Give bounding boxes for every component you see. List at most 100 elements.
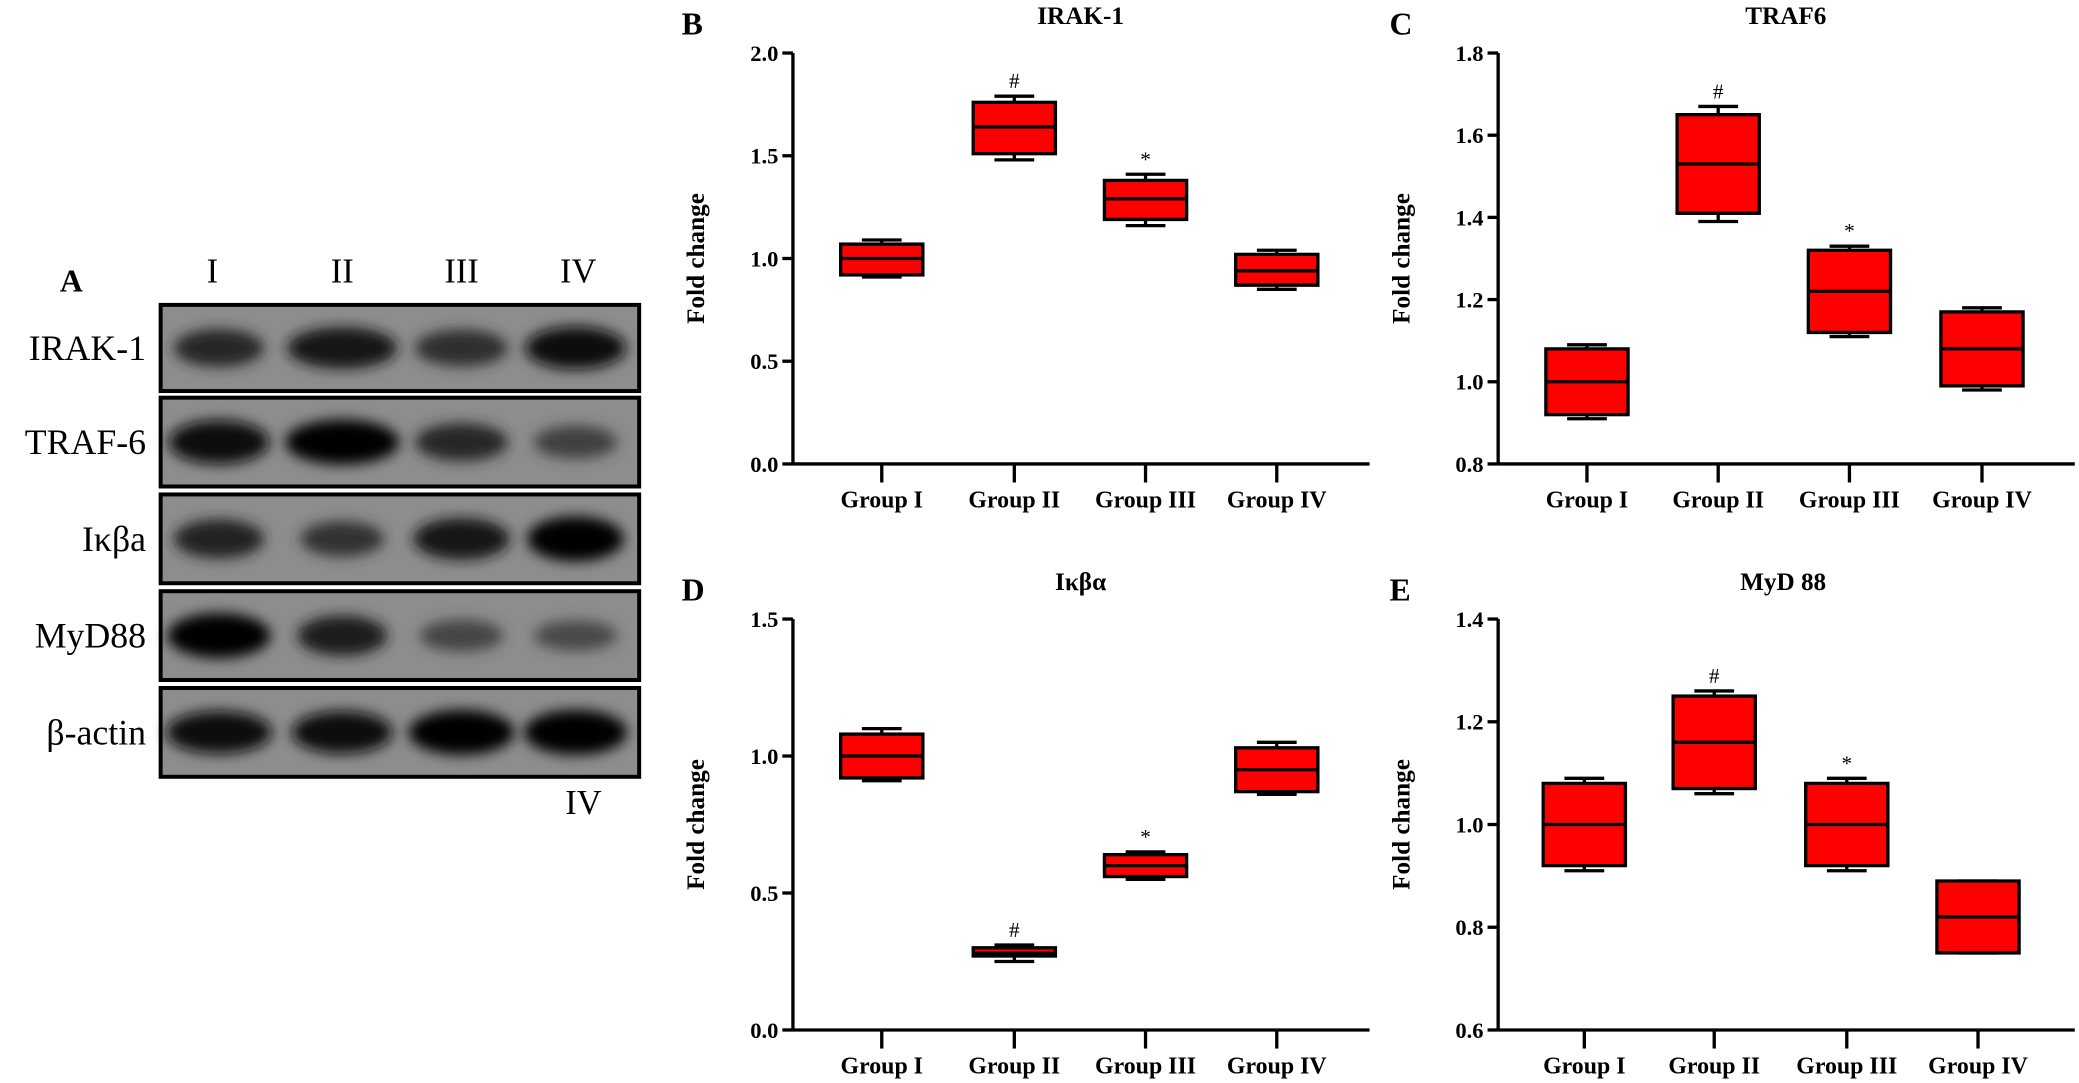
- x-tick-label: Group II: [1672, 488, 1764, 514]
- protein-band: [527, 516, 624, 562]
- box-plot-e: E MyD 88 Fold change 0.6 0.8 1.0 1.2 1.4 Group I…: [1388, 569, 2075, 1080]
- y-tick-label: 1.2: [1455, 288, 1483, 313]
- protein-band: [413, 518, 510, 560]
- box-plot-d: D Iκβα Fold change 0.0 0.5 1.0 1.5 Group I Group…: [682, 569, 1370, 1080]
- significance-marker: *: [1140, 825, 1151, 849]
- x-tick-label: Group IV: [1227, 1054, 1327, 1080]
- protein-band: [167, 613, 271, 659]
- y-tick-label: 0.5: [750, 881, 778, 906]
- box-1: [1544, 343, 1630, 421]
- protein-band: [173, 519, 265, 559]
- significance-marker: *: [1140, 147, 1151, 171]
- y-axis-label: Fold change: [683, 759, 710, 890]
- x-tick-label: Group III: [1796, 1054, 1897, 1080]
- box-2: #: [1675, 79, 1761, 224]
- x-tick-label: Group IV: [1928, 1054, 2028, 1080]
- x-tick-label: Group III: [1095, 488, 1196, 514]
- box-1: [839, 726, 925, 783]
- y-tick-label: 1.2: [1455, 710, 1483, 735]
- blot-footer-label: IV: [565, 784, 601, 822]
- box-2: #: [971, 69, 1058, 162]
- protein-band: [168, 420, 270, 465]
- x-tick-label: Group II: [1668, 1054, 1760, 1080]
- y-tick-label: 0.8: [1455, 452, 1483, 477]
- panel-letter-a: A: [60, 264, 83, 299]
- y-tick-label: 2.0: [750, 41, 778, 66]
- y-tick-label: 1.4: [1455, 205, 1483, 230]
- box-4: [1935, 879, 2021, 955]
- x-tick-label: Group I: [841, 488, 923, 514]
- significance-marker: #: [1713, 79, 1724, 103]
- chart-title: MyD 88: [1740, 569, 1826, 596]
- box-3: *: [1102, 147, 1189, 228]
- box-3: *: [1804, 751, 1890, 873]
- lane-label: IV: [560, 252, 596, 290]
- box-4: [1234, 740, 1320, 797]
- x-tick-label: Group II: [968, 1054, 1060, 1080]
- chart-title: Iκβα: [1055, 569, 1106, 596]
- y-tick-label: 1.0: [750, 744, 778, 769]
- box-plot-c: C TRAF6 Fold change 0.8 1.0 1.2 1.4 1.6 1.8 Group…: [1388, 3, 2075, 514]
- panel-letter: C: [1389, 6, 1412, 41]
- blot-row: TRAF-6: [25, 395, 642, 489]
- protein-band: [173, 329, 265, 367]
- y-tick-label: 0.0: [750, 1018, 778, 1043]
- y-tick-label: 1.5: [750, 607, 778, 632]
- blot-row: MyD88: [35, 589, 642, 683]
- x-tick-label: Group I: [841, 1054, 923, 1080]
- blot-row: IRAK-1: [29, 302, 642, 394]
- y-tick-label: 1.0: [1455, 812, 1483, 837]
- blot-row: β-actin: [46, 685, 642, 779]
- significance-marker: #: [1009, 918, 1020, 942]
- blot-row-label: MyD88: [35, 616, 146, 656]
- panel-letter: D: [682, 572, 705, 607]
- chart-title: IRAK-1: [1037, 3, 1124, 30]
- y-axis-label: Fold change: [683, 193, 710, 324]
- significance-marker: #: [1009, 69, 1020, 93]
- y-tick-label: 1.6: [1455, 123, 1483, 148]
- x-tick-label: Group IV: [1932, 488, 2032, 514]
- x-tick-label: Group IV: [1227, 488, 1327, 514]
- y-tick-label: 1.4: [1455, 607, 1483, 632]
- lane-label: I: [207, 252, 218, 290]
- lane-label: III: [444, 252, 478, 290]
- protein-band: [533, 425, 618, 459]
- protein-band: [533, 620, 618, 651]
- y-axis-label: Fold change: [1388, 759, 1415, 890]
- protein-band: [287, 327, 398, 369]
- box-4: [1939, 306, 2025, 392]
- protein-band: [285, 419, 400, 465]
- y-tick-label: 1.0: [750, 246, 778, 271]
- lane-label: II: [331, 252, 354, 290]
- protein-band: [525, 326, 626, 370]
- blot-row-label: Iκβa: [82, 519, 146, 559]
- x-tick-label: Group I: [1543, 1054, 1625, 1080]
- box-1: [839, 238, 925, 279]
- panel-letter: B: [682, 6, 703, 41]
- x-tick-label: Group II: [968, 488, 1060, 514]
- y-tick-label: 0.0: [750, 452, 778, 477]
- blot-row-label: TRAF-6: [25, 422, 146, 462]
- blot-row-label: IRAK-1: [29, 328, 146, 368]
- box-plot-b: B IRAK-1 Fold change 0.0 0.5 1.0 1.5 2.0 Group I…: [682, 3, 1370, 514]
- blot-row-label: β-actin: [46, 712, 146, 752]
- y-tick-label: 1.0: [1455, 370, 1483, 395]
- protein-band: [408, 709, 515, 755]
- y-axis-label: Fold change: [1388, 193, 1415, 324]
- protein-band: [415, 423, 508, 462]
- blot-row: Iκβa: [82, 492, 642, 586]
- x-tick-label: Group I: [1546, 488, 1628, 514]
- y-tick-label: 0.5: [750, 349, 778, 374]
- y-tick-label: 1.5: [750, 144, 778, 169]
- box-2: #: [1671, 664, 1757, 796]
- protein-band: [523, 709, 628, 755]
- western-blot-panel: A IV I II III IVIRAK-1TRAF-6IκβaMyD88β-acti…: [25, 252, 642, 822]
- significance-marker: *: [1841, 751, 1852, 775]
- y-tick-label: 0.6: [1455, 1018, 1483, 1043]
- box-3: *: [1806, 219, 1893, 339]
- y-tick-label: 1.8: [1455, 41, 1483, 66]
- protein-band: [165, 711, 272, 754]
- box-4: [1234, 248, 1320, 291]
- significance-marker: *: [1844, 219, 1855, 243]
- significance-marker: #: [1709, 664, 1720, 688]
